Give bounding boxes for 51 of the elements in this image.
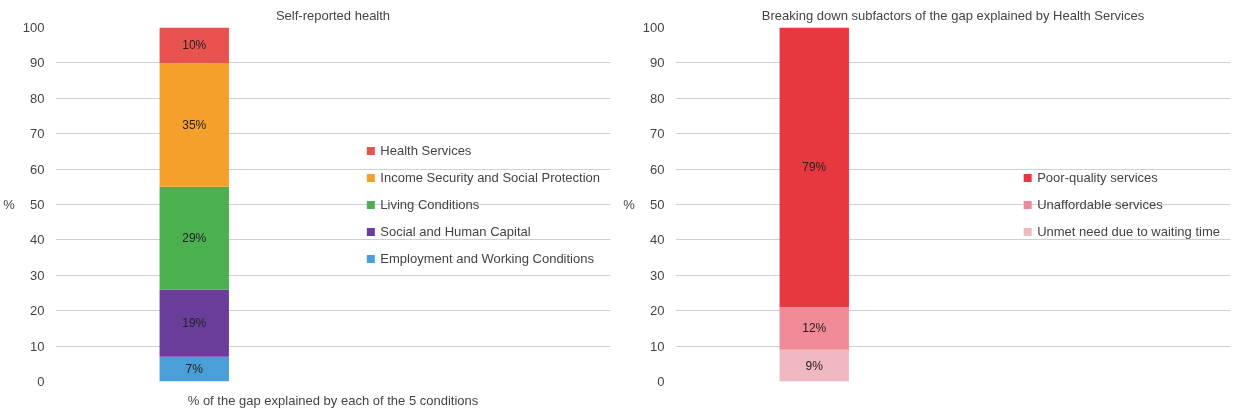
- bar: [159, 62, 229, 187]
- data-label: 35%: [182, 117, 207, 132]
- legend-label: Unaffordable services: [1037, 196, 1163, 212]
- x-axis-title: % of the gap explained by each of the 5 conditions: [187, 392, 479, 408]
- legend-label: Living Conditions: [380, 196, 480, 212]
- y-tick-label: 50: [30, 197, 45, 212]
- data-label: 12%: [802, 321, 827, 336]
- bar: [779, 307, 849, 350]
- y-tick-label: 50: [650, 197, 665, 212]
- data-label: 7%: [185, 362, 204, 377]
- y-tick-label: 0: [657, 374, 665, 389]
- y-tick-label: 30: [30, 267, 45, 283]
- legend-label: Unmet need due to waiting time: [1037, 223, 1220, 239]
- chart-title: Self-reported health: [275, 7, 391, 23]
- y-tick-label: 90: [30, 55, 45, 71]
- y-tick-label: 60: [30, 161, 45, 177]
- data-label: 19%: [182, 316, 207, 331]
- y-tick-label: 20: [30, 303, 45, 319]
- y-tick-label: 60: [650, 161, 665, 177]
- y-tick-label: 70: [30, 126, 45, 142]
- bar: [779, 349, 849, 382]
- y-axis-title: %: [3, 197, 16, 212]
- data-label: 9%: [805, 358, 824, 373]
- legend-label: Income Security and Social Protection: [380, 169, 600, 185]
- bar: [159, 289, 229, 357]
- y-tick-label: 70: [650, 126, 665, 142]
- y-tick-label: 20: [650, 303, 665, 319]
- bar: [779, 27, 849, 308]
- y-tick-label: 30: [650, 267, 665, 283]
- data-label: 79%: [802, 160, 827, 175]
- y-tick-label: 0: [37, 374, 45, 389]
- y-tick-label: 90: [650, 55, 665, 71]
- data-label: 29%: [182, 231, 207, 246]
- y-axis-title: %: [623, 197, 636, 212]
- y-tick-label: 100: [642, 20, 665, 35]
- y-tick-label: 80: [30, 90, 45, 106]
- y-tick-label: 80: [650, 90, 665, 106]
- bar: [159, 186, 229, 290]
- y-tick-label: 100: [22, 20, 45, 35]
- y-tick-label: 10: [30, 338, 45, 354]
- y-tick-label: 40: [30, 232, 45, 248]
- legend-label: Health Services: [380, 142, 472, 158]
- bar: [159, 356, 229, 382]
- bar: [159, 27, 229, 63]
- legend-label: Employment and Working Conditions: [380, 250, 594, 266]
- data-label: 10%: [182, 38, 207, 53]
- legend-label: Poor-quality services: [1037, 169, 1158, 185]
- y-tick-label: 10: [650, 338, 665, 354]
- legend-label: Social and Human Capital: [380, 223, 531, 239]
- y-tick-label: 40: [650, 232, 665, 248]
- text: Breaking down subfactors of the gap explained by Health Services: [761, 7, 1145, 23]
